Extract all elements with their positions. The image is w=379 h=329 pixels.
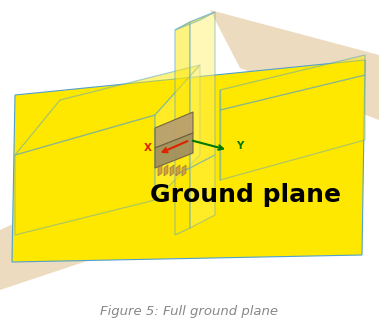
Polygon shape: [176, 165, 180, 176]
Text: Figure 5: Full ground plane: Figure 5: Full ground plane: [100, 305, 278, 317]
Polygon shape: [155, 65, 200, 200]
Polygon shape: [175, 22, 190, 175]
Text: X: X: [144, 143, 152, 153]
Polygon shape: [15, 65, 200, 155]
Polygon shape: [190, 155, 215, 228]
Polygon shape: [175, 168, 190, 235]
Polygon shape: [164, 165, 168, 176]
Polygon shape: [158, 165, 162, 176]
Polygon shape: [210, 10, 379, 120]
Polygon shape: [220, 55, 365, 110]
Polygon shape: [182, 165, 186, 176]
Polygon shape: [175, 12, 215, 30]
Polygon shape: [190, 12, 215, 168]
Polygon shape: [155, 112, 193, 148]
Polygon shape: [0, 170, 180, 290]
Text: Y: Y: [236, 141, 244, 151]
Polygon shape: [220, 75, 365, 180]
Polygon shape: [155, 133, 193, 168]
Polygon shape: [15, 115, 155, 235]
Text: Ground plane: Ground plane: [149, 183, 340, 207]
Polygon shape: [170, 165, 174, 176]
Polygon shape: [12, 60, 365, 262]
